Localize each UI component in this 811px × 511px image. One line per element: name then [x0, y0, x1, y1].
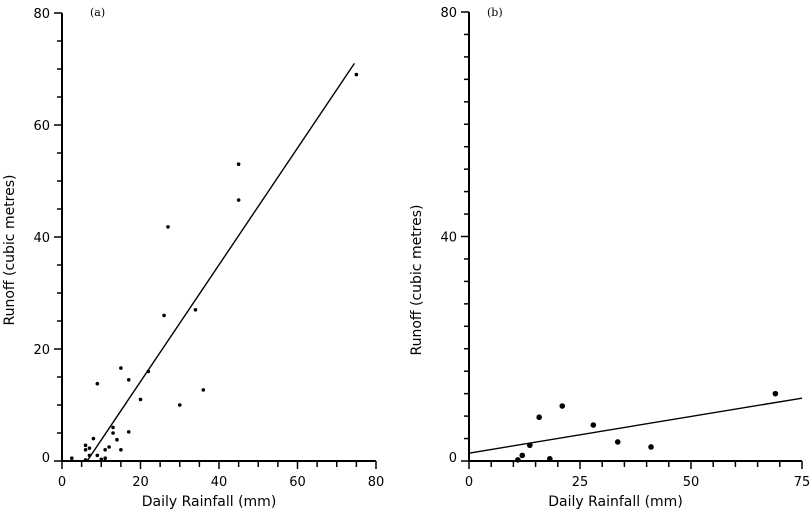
panel-b-y-tick-label: 40 [440, 231, 457, 246]
panel-a-data-point [119, 448, 123, 452]
panel-a-x-tick-label: 40 [211, 475, 228, 490]
panel-a-data-point [107, 445, 111, 449]
panel-a-data-point [103, 448, 107, 452]
panel-b-panel-label: (b) [487, 6, 503, 19]
panel-b-data-point [527, 442, 533, 449]
panel-a-data-point [138, 397, 143, 402]
panel-a-data-point [87, 453, 92, 458]
panel-a-x-tick-label: 0 [58, 475, 66, 490]
panel-b-y-tick-label: 0 [449, 451, 457, 466]
panel-b-x-tick-label: 75 [794, 475, 811, 490]
panel-a-data-point [95, 381, 100, 386]
panel-b-x-axis-label: Daily Rainfall (mm) [548, 494, 683, 510]
panel-a-data-point [103, 456, 107, 461]
panel-a-data-point [193, 308, 198, 312]
panel-a-data-point [111, 431, 115, 435]
panel-a-data-point [91, 436, 96, 441]
panel-b-data-point [772, 390, 779, 397]
panel-a-data-point [236, 162, 241, 166]
panel-a-data-point [95, 453, 100, 458]
panel-b-x-tick-label: 50 [683, 475, 700, 490]
panel-a-data-point [83, 458, 88, 462]
panel-a-data-point [111, 425, 115, 430]
panel-b-data-point [590, 422, 597, 428]
panel-a-x-axis-label: Daily Rainfall (mm) [142, 494, 277, 510]
panel-a-data-point [70, 456, 74, 461]
panel-b-y-tick-label: 80 [440, 6, 457, 21]
panel-a-data-point [119, 366, 123, 370]
panel-b-x-tick-label: 25 [572, 475, 589, 490]
panel-a-y-tick-label: 80 [33, 7, 50, 22]
panel-a-data-point [146, 369, 151, 374]
panel-a-data-point [99, 457, 104, 462]
panel-a-data-point [166, 225, 170, 229]
panel-a-data-point [126, 430, 131, 434]
panel-a-data-point [236, 198, 241, 202]
panel-b-data-point [547, 455, 553, 462]
panel-a-x-tick-label: 20 [132, 475, 149, 490]
panel-a-x-tick-label: 60 [289, 475, 306, 490]
panel-b-data-point [515, 457, 521, 463]
panel-a-data-point [354, 72, 359, 77]
panel-a-y-tick-label: 40 [33, 231, 50, 246]
panel-a-data-point [201, 388, 206, 392]
panel-a-data-point [83, 448, 88, 452]
panel-a-panel-label: (a) [90, 6, 105, 19]
panel-a-data-point [162, 313, 166, 318]
panel-a-data-point [126, 378, 131, 382]
panel-a-y-tick-label: 0 [42, 451, 50, 466]
panel-b-data-point [519, 452, 526, 459]
panel-b-regression-line [468, 397, 803, 454]
panel-b-y-axis-label: Runoff (cubic metres) [409, 204, 425, 355]
panel-a-x-tick-label: 80 [368, 475, 385, 490]
panel-a-y-axis-label: Runoff (cubic metres) [2, 174, 18, 325]
panel-a-data-point [115, 437, 119, 442]
panel-b-data-point [648, 444, 654, 450]
panel-a-data-point [87, 446, 92, 450]
panel-a-regression-line [86, 63, 355, 462]
panel-b-data-point [536, 414, 542, 421]
panel-b-x-tick-label: 0 [465, 475, 473, 490]
panel-b-data-point [559, 403, 566, 409]
panel-a-data-point [83, 443, 88, 448]
panel-a-data-point [177, 403, 182, 407]
panel-b-data-point [614, 439, 621, 445]
panel-a-y-tick-label: 60 [33, 119, 50, 134]
panel-a-y-tick-label: 20 [33, 343, 50, 358]
